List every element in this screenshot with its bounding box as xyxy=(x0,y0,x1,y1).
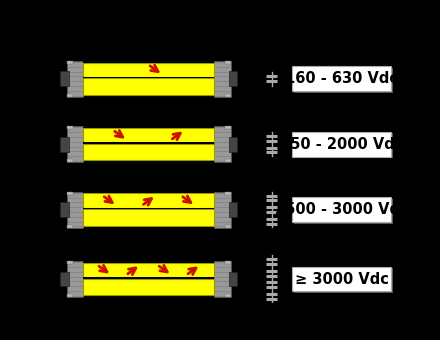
FancyBboxPatch shape xyxy=(292,132,391,157)
Bar xyxy=(229,202,238,217)
FancyBboxPatch shape xyxy=(294,68,393,93)
Text: 160 - 630 Vdc: 160 - 630 Vdc xyxy=(285,71,398,86)
Bar xyxy=(214,126,231,163)
Bar xyxy=(225,191,231,195)
Bar xyxy=(83,62,214,63)
Bar xyxy=(83,262,214,263)
Bar xyxy=(83,128,214,142)
Bar xyxy=(225,224,231,228)
Bar xyxy=(67,191,73,195)
Bar xyxy=(229,272,238,286)
Bar xyxy=(83,279,214,295)
Bar xyxy=(67,61,83,97)
Bar xyxy=(214,191,231,228)
Bar xyxy=(67,126,73,129)
Bar xyxy=(60,137,69,152)
Bar xyxy=(67,61,73,64)
Bar xyxy=(83,77,214,79)
Bar xyxy=(225,159,231,163)
Bar xyxy=(67,224,73,228)
Bar xyxy=(229,137,238,152)
Bar xyxy=(83,127,214,128)
FancyBboxPatch shape xyxy=(294,199,393,224)
Bar xyxy=(214,61,231,97)
Bar xyxy=(83,63,214,77)
FancyBboxPatch shape xyxy=(292,267,391,291)
Bar xyxy=(225,94,231,97)
FancyBboxPatch shape xyxy=(292,66,391,91)
Bar xyxy=(83,142,214,144)
Text: 650 - 2000 Vdc: 650 - 2000 Vdc xyxy=(280,137,403,152)
Bar xyxy=(225,126,231,129)
Bar xyxy=(67,126,83,163)
Bar xyxy=(83,277,214,279)
Bar xyxy=(67,261,83,297)
Bar xyxy=(225,294,231,297)
Bar xyxy=(67,159,73,163)
Bar xyxy=(83,208,214,209)
Bar xyxy=(83,192,214,193)
Bar xyxy=(60,272,69,286)
Bar xyxy=(67,294,73,297)
FancyBboxPatch shape xyxy=(294,133,393,158)
Bar xyxy=(229,71,238,86)
Text: 2500 - 3000 Vdc: 2500 - 3000 Vdc xyxy=(275,202,408,217)
Bar xyxy=(67,94,73,97)
Bar xyxy=(83,263,214,277)
FancyBboxPatch shape xyxy=(292,197,391,222)
Bar xyxy=(83,193,214,208)
Bar xyxy=(67,191,83,228)
Bar xyxy=(83,209,214,226)
Bar xyxy=(225,261,231,264)
FancyBboxPatch shape xyxy=(294,268,393,293)
Bar xyxy=(83,79,214,95)
Bar xyxy=(60,71,69,86)
Bar xyxy=(60,202,69,217)
Bar xyxy=(225,61,231,64)
Bar xyxy=(214,261,231,297)
Bar xyxy=(67,261,73,264)
Bar xyxy=(83,144,214,160)
Text: ≥ 3000 Vdc: ≥ 3000 Vdc xyxy=(294,272,389,287)
